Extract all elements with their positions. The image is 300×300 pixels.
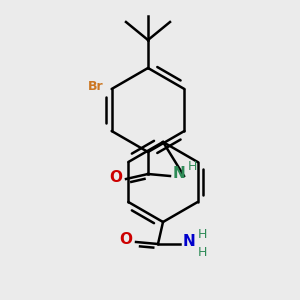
Text: H: H: [188, 160, 197, 172]
Text: Br: Br: [88, 80, 103, 94]
Text: N: N: [173, 167, 186, 182]
Text: H: H: [198, 227, 207, 241]
Text: O: O: [110, 169, 122, 184]
Text: H: H: [198, 245, 207, 259]
Text: O: O: [119, 232, 133, 247]
Text: N: N: [183, 235, 196, 250]
